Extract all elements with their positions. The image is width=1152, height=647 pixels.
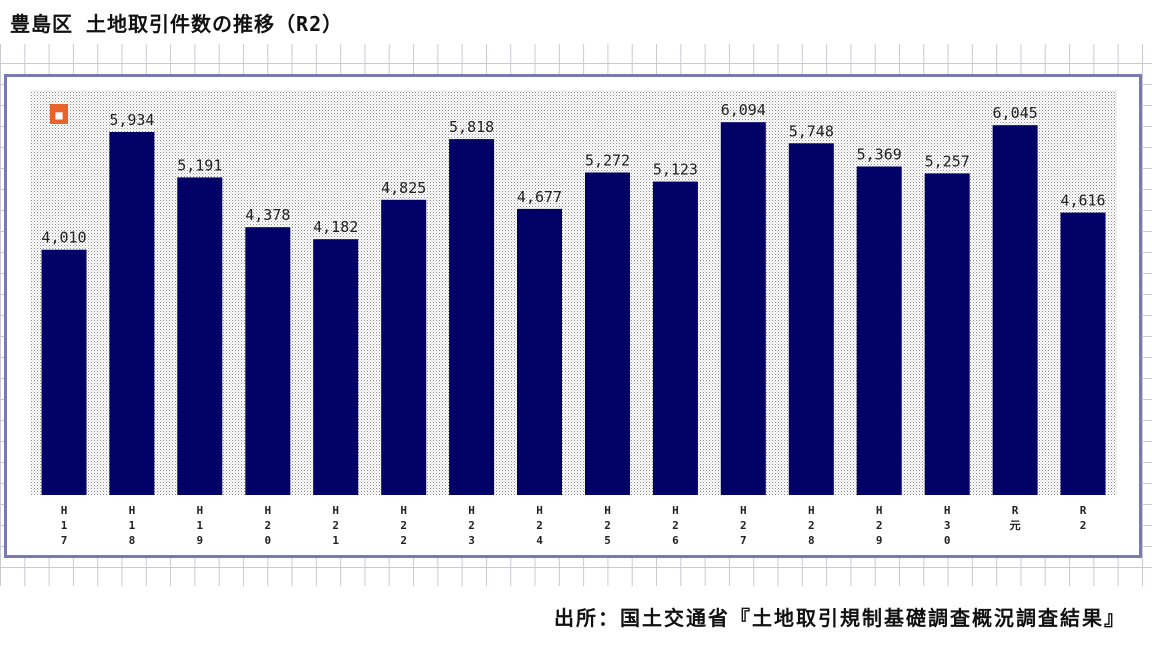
data-label-H21: 4,182 — [313, 218, 358, 236]
x-axis-tick-labels: H 1 7 H 1 8 H 1 9 H 2 0 H 2 1 H 2 2 H 2 3 H 2 4 H 2 5 H 2 6 H 2 7 H 2 8 H 2 9 H… — [61, 504, 1087, 547]
chart-title: 豊島区 土地取引件数の推移（R2） — [10, 12, 344, 36]
data-label-H20: 4,378 — [245, 206, 290, 224]
data-label-H29: 5,369 — [857, 146, 902, 164]
bar-H27 — [720, 122, 766, 495]
data-label-H22: 4,825 — [381, 179, 426, 197]
source-note: 出所：国土交通省『土地取引規制基礎調査概況調査結果』 — [554, 606, 1126, 630]
bar-H22 — [381, 199, 427, 496]
bar-chart: ■ 4,010 5,934 5,191 4,378 4,182 4,825 5,818 4,6… — [30, 90, 1117, 547]
data-label-R2: 4,616 — [1060, 192, 1105, 210]
data-label-H28: 5,748 — [789, 122, 834, 140]
chart-badge: ■ — [50, 104, 68, 124]
bar-series — [41, 122, 1106, 496]
bar-H26 — [652, 181, 698, 495]
data-label-R元: 6,045 — [993, 104, 1038, 122]
chart-frame: ■ 4,010 5,934 5,191 4,378 4,182 4,825 5,818 4,6… — [4, 74, 1142, 558]
data-label-H17: 4,010 — [41, 229, 86, 247]
bar-H30 — [924, 173, 970, 495]
bar-H21 — [313, 239, 359, 495]
title-strip — [0, 0, 1152, 44]
data-label-H19: 5,191 — [177, 156, 222, 174]
bar-H25 — [585, 172, 630, 495]
source-strip — [0, 586, 1152, 647]
bar-H17 — [41, 249, 87, 495]
data-label-H25: 5,272 — [585, 152, 630, 170]
svg-text:■: ■ — [55, 108, 63, 122]
bar-H24 — [517, 208, 562, 495]
data-label-H24: 4,677 — [517, 188, 562, 206]
bar-H20 — [245, 227, 291, 495]
data-label-H23: 5,818 — [449, 118, 494, 136]
bar-H28 — [788, 143, 834, 496]
bar-H23 — [449, 139, 495, 495]
data-labels: 4,010 5,934 5,191 4,378 4,182 4,825 5,818 4,677… — [41, 101, 1105, 247]
data-label-H18: 5,934 — [109, 111, 154, 129]
bar-H29 — [856, 166, 902, 495]
bar-H19 — [177, 177, 223, 495]
bar-R元 — [992, 125, 1038, 495]
bar-H18 — [109, 132, 155, 495]
bar-R2 — [1060, 212, 1106, 495]
data-label-H27: 6,094 — [721, 101, 766, 119]
data-label-H30: 5,257 — [925, 152, 970, 170]
data-label-H26: 5,123 — [653, 161, 698, 179]
